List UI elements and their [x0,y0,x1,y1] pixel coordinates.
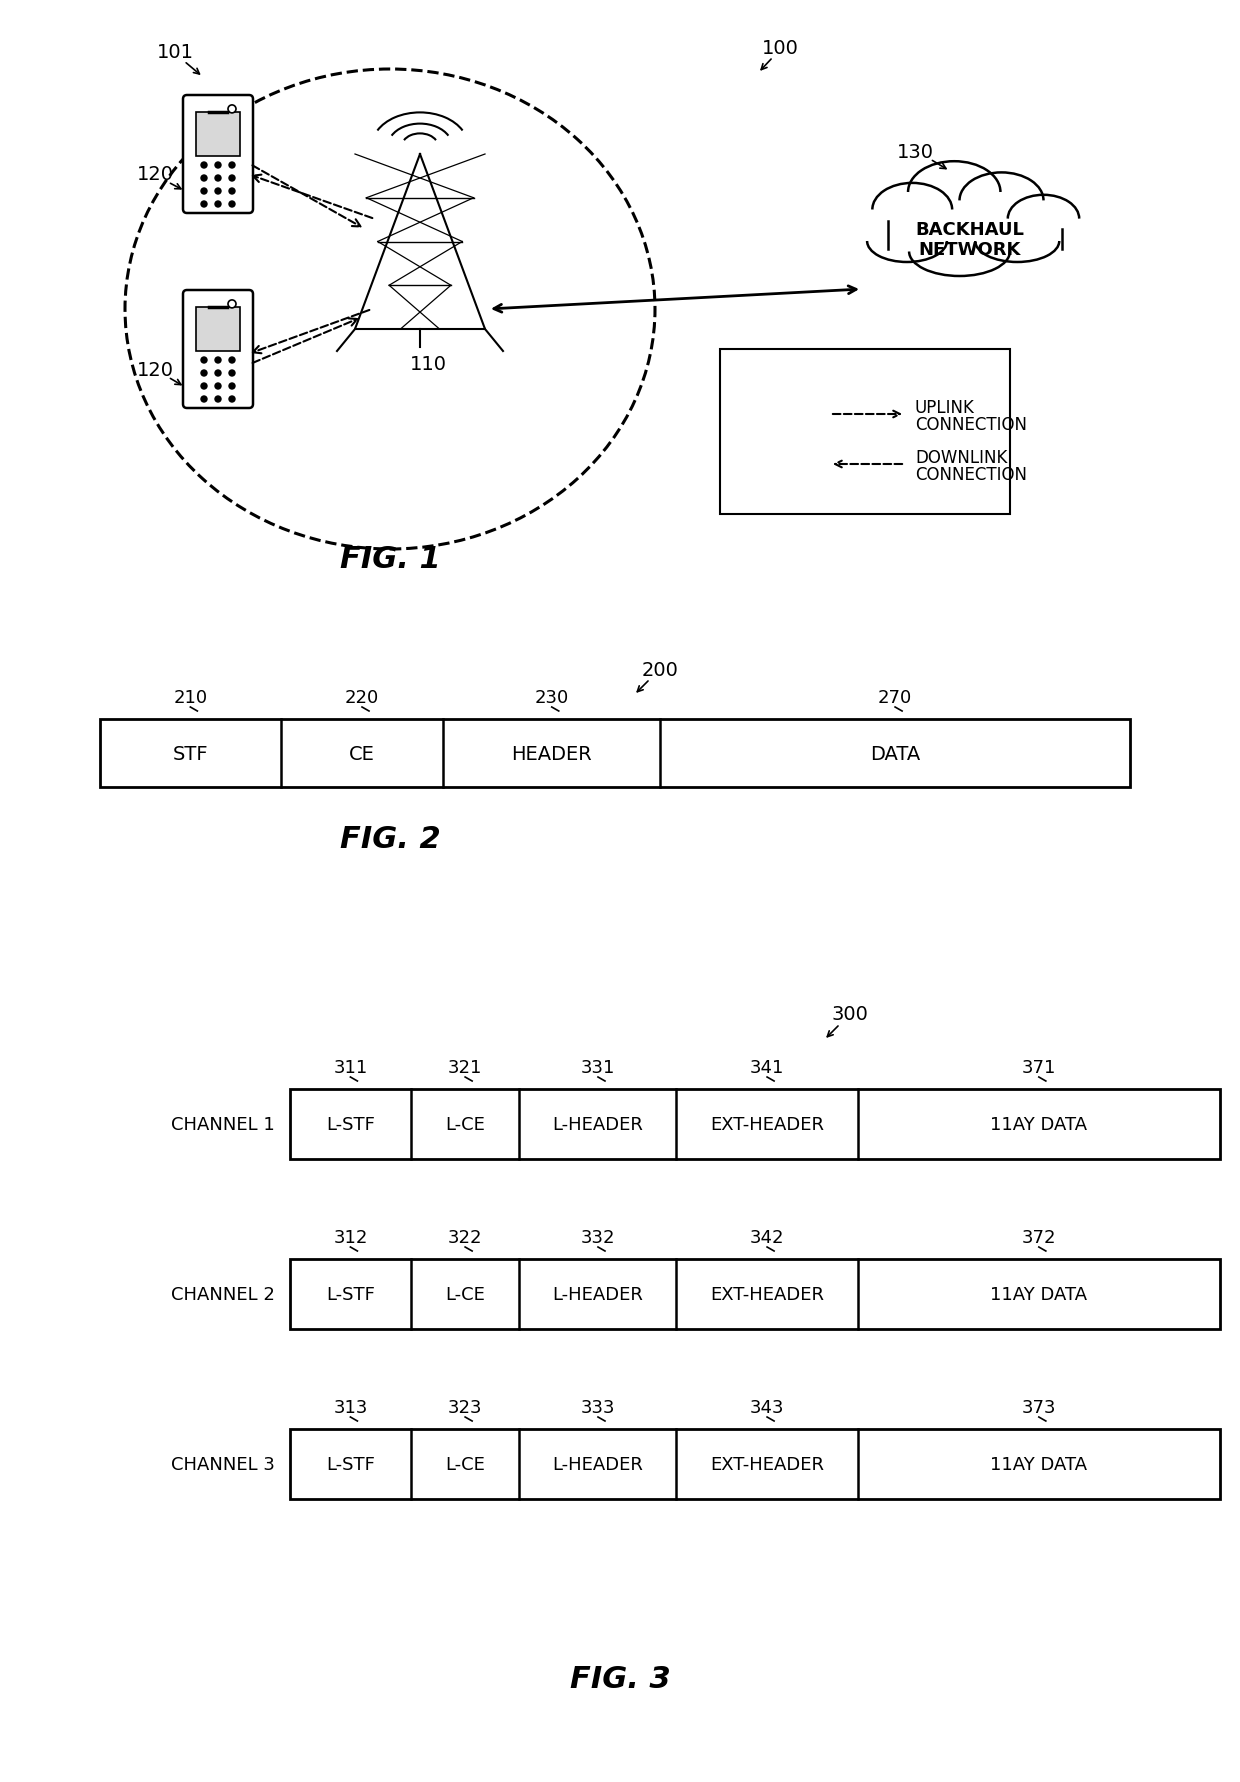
Circle shape [215,189,221,194]
Text: EXT-HEADER: EXT-HEADER [711,1456,825,1474]
Text: 341: 341 [750,1059,784,1076]
Text: L-HEADER: L-HEADER [553,1285,644,1303]
Circle shape [215,397,221,403]
Text: 120: 120 [136,360,174,380]
Text: 11AY DATA: 11AY DATA [991,1456,1087,1474]
Circle shape [201,189,207,194]
Text: 333: 333 [580,1399,615,1417]
Text: 11AY DATA: 11AY DATA [991,1285,1087,1303]
Text: 331: 331 [580,1059,615,1076]
Text: 100: 100 [761,39,799,57]
Circle shape [229,371,236,376]
Text: 372: 372 [1022,1228,1056,1246]
Text: 321: 321 [448,1059,482,1076]
Circle shape [229,162,236,169]
FancyBboxPatch shape [184,290,253,408]
Bar [100,720,1130,788]
Text: 210: 210 [174,688,207,707]
Bar [290,1089,1220,1160]
Circle shape [215,371,221,376]
Text: 220: 220 [345,688,379,707]
Text: 110: 110 [409,355,446,374]
Text: STF: STF [172,745,208,763]
Text: DATA: DATA [870,745,920,763]
Circle shape [229,383,236,390]
Text: UPLINK: UPLINK [915,399,975,417]
Text: BACKHAUL
NETWORK: BACKHAUL NETWORK [915,221,1024,258]
Text: FIG. 2: FIG. 2 [340,825,440,854]
Circle shape [201,176,207,182]
Text: CHANNEL 2: CHANNEL 2 [171,1285,275,1303]
Circle shape [229,176,236,182]
Text: CHANNEL 3: CHANNEL 3 [171,1456,275,1474]
Text: 371: 371 [1022,1059,1056,1076]
Text: L-CE: L-CE [445,1285,485,1303]
Text: 323: 323 [448,1399,482,1417]
Text: CONNECTION: CONNECTION [915,415,1027,433]
Text: DOWNLINK: DOWNLINK [915,449,1007,467]
Text: L-CE: L-CE [445,1456,485,1474]
Text: 342: 342 [750,1228,785,1246]
Bar [196,308,241,353]
Circle shape [201,201,207,208]
Circle shape [215,176,221,182]
Circle shape [229,358,236,364]
Circle shape [215,383,221,390]
Text: L-STF: L-STF [326,1456,374,1474]
Text: EXT-HEADER: EXT-HEADER [711,1116,825,1133]
Text: CE: CE [350,745,374,763]
Circle shape [201,397,207,403]
Text: 300: 300 [832,1005,868,1025]
Circle shape [228,105,236,114]
Text: L-STF: L-STF [326,1285,374,1303]
Text: 230: 230 [534,688,569,707]
Text: 130: 130 [897,143,934,162]
Text: CONNECTION: CONNECTION [915,465,1027,483]
Circle shape [215,358,221,364]
Text: 11AY DATA: 11AY DATA [991,1116,1087,1133]
Text: L-HEADER: L-HEADER [553,1116,644,1133]
Circle shape [201,358,207,364]
Text: CHANNEL 1: CHANNEL 1 [171,1116,275,1133]
Text: 343: 343 [750,1399,785,1417]
Circle shape [201,383,207,390]
Bar [720,349,1011,515]
Text: 373: 373 [1022,1399,1056,1417]
Text: 270: 270 [878,688,913,707]
Text: FIG. 3: FIG. 3 [569,1664,671,1693]
Text: 311: 311 [334,1059,367,1076]
Text: L-STF: L-STF [326,1116,374,1133]
Text: 313: 313 [334,1399,367,1417]
Text: 200: 200 [641,659,678,679]
Text: 312: 312 [334,1228,367,1246]
Circle shape [201,162,207,169]
Text: 101: 101 [156,43,193,61]
Bar [196,112,241,157]
Text: 322: 322 [448,1228,482,1246]
Text: HEADER: HEADER [511,745,593,763]
Circle shape [228,301,236,308]
Text: L-CE: L-CE [445,1116,485,1133]
Circle shape [229,201,236,208]
Circle shape [229,397,236,403]
Text: FIG. 1: FIG. 1 [340,545,440,574]
Circle shape [215,162,221,169]
Bar [290,1429,1220,1499]
Circle shape [215,201,221,208]
Circle shape [229,189,236,194]
Text: EXT-HEADER: EXT-HEADER [711,1285,825,1303]
Text: 120: 120 [136,166,174,184]
FancyBboxPatch shape [184,96,253,214]
Text: L-HEADER: L-HEADER [553,1456,644,1474]
Bar [290,1260,1220,1329]
Circle shape [201,371,207,376]
Text: 332: 332 [580,1228,615,1246]
